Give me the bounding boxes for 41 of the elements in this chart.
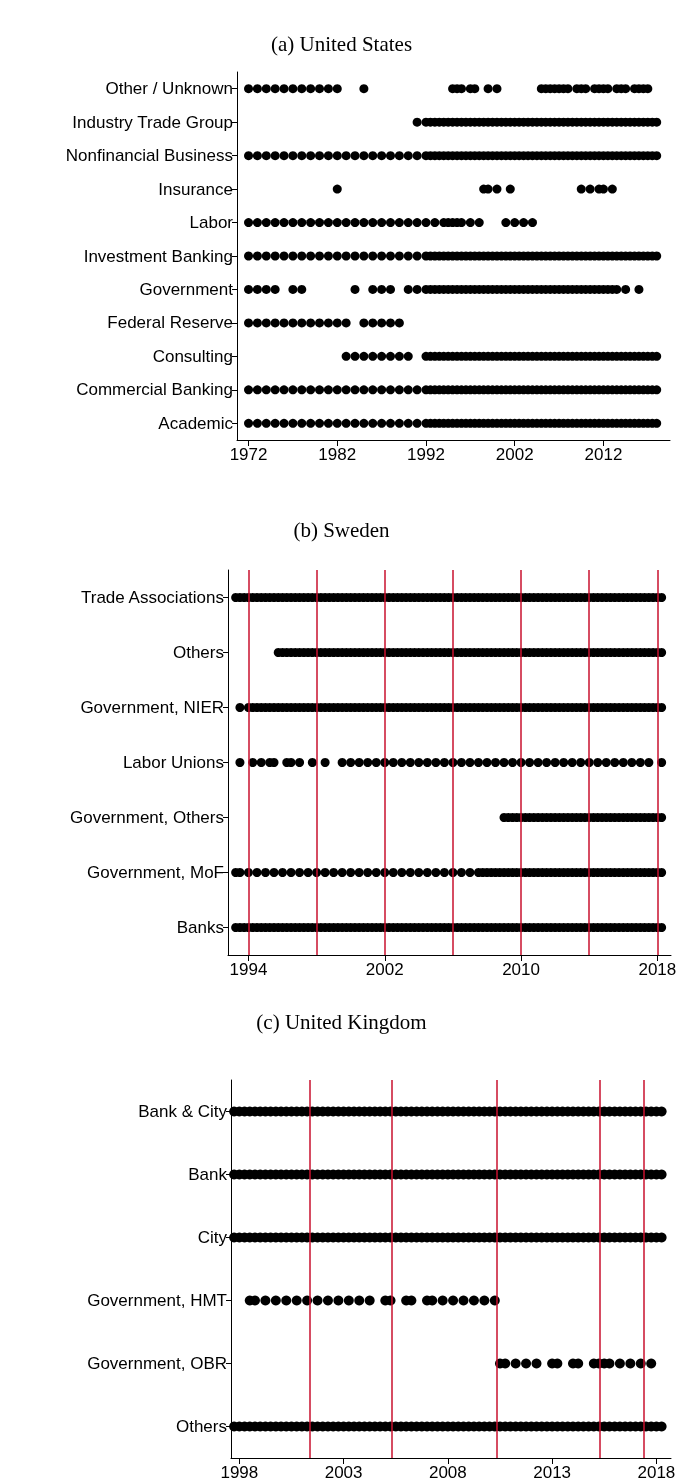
y-tick-label: Government bbox=[139, 279, 234, 299]
y-tick-label: Government, HMT bbox=[87, 1291, 227, 1310]
chart-title: (b) Sweden bbox=[293, 517, 391, 542]
x-tick-label: 2018 bbox=[637, 1463, 676, 1482]
y-tick-label: Insurance bbox=[158, 179, 233, 199]
x-tick-label: 1998 bbox=[220, 1463, 259, 1482]
y-tick-label: Trade Associations bbox=[81, 588, 224, 607]
x-tick-label: 1992 bbox=[407, 445, 445, 464]
y-tick-label: Bank bbox=[188, 1165, 228, 1184]
y-tick-label: Banks bbox=[176, 918, 224, 937]
x-tick-label: 2018 bbox=[638, 960, 677, 979]
y-tick-label: Investment Banking bbox=[83, 246, 233, 266]
y-tick-label: Government, Others bbox=[69, 808, 224, 827]
x-tick-label: 2002 bbox=[495, 445, 534, 464]
y-tick-label: Government, MoF bbox=[87, 863, 224, 882]
y-tick-label: Government, OBR bbox=[87, 1354, 227, 1373]
x-tick-label: 2013 bbox=[533, 1463, 572, 1482]
y-tick-label: Others bbox=[172, 643, 224, 662]
y-tick-label: Government, NIER bbox=[80, 698, 224, 717]
x-tick-label: 1994 bbox=[229, 960, 268, 979]
y-tick-label: Commercial Banking bbox=[76, 380, 233, 400]
y-tick-label: Academic bbox=[158, 413, 234, 433]
x-tick-label: 1982 bbox=[318, 445, 357, 464]
x-tick-label: 2008 bbox=[428, 1463, 467, 1482]
chart-title: (a) United States bbox=[270, 31, 413, 56]
chart-title: (c) United Kingdom bbox=[256, 1009, 427, 1034]
y-tick-label: Consulting bbox=[152, 346, 233, 366]
x-tick-label: 2002 bbox=[365, 960, 404, 979]
x-tick-label: 1972 bbox=[229, 445, 268, 464]
x-tick-label: 2012 bbox=[584, 445, 623, 464]
y-tick-label: Others bbox=[175, 1417, 227, 1436]
y-tick-label: Federal Reserve bbox=[107, 313, 233, 333]
x-tick-label: 2010 bbox=[502, 960, 540, 979]
y-tick-label: Industry Trade Group bbox=[72, 112, 233, 132]
y-tick-label: Other / Unknown bbox=[105, 79, 233, 99]
y-tick-label: Nonfinancial Business bbox=[65, 146, 233, 166]
y-tick-label: City bbox=[197, 1228, 228, 1247]
y-tick-label: Bank & City bbox=[138, 1102, 228, 1121]
y-tick-label: Labor bbox=[189, 213, 234, 233]
x-tick-label: 2003 bbox=[324, 1463, 363, 1482]
y-tick-label: Labor Unions bbox=[122, 753, 224, 772]
